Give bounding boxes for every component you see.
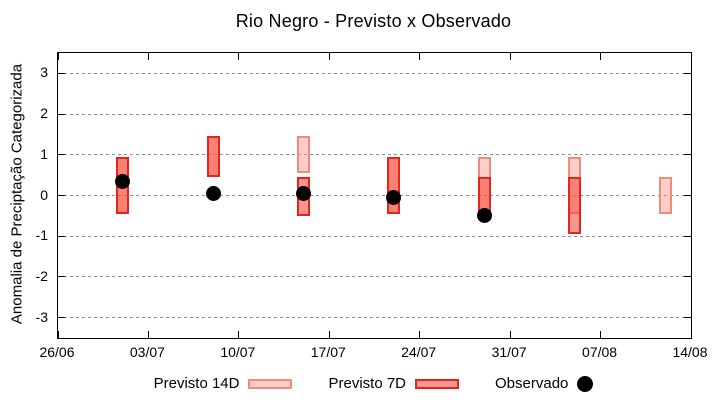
y-tick-label: -3	[35, 308, 48, 325]
x-tick-label: 10/07	[220, 344, 256, 360]
gridline	[58, 317, 691, 319]
x-tick-mark	[600, 53, 602, 60]
previsto-14d-bar	[296, 136, 310, 174]
observado-dot	[386, 190, 402, 206]
legend-item-previsto-7d: Previsto 7D	[328, 375, 460, 392]
x-tick-mark	[690, 53, 692, 60]
observado-dot	[115, 173, 131, 189]
previsto-7d-swatch-icon	[415, 378, 460, 389]
y-tick-mark	[58, 154, 65, 156]
x-tick-label: 07/08	[582, 344, 618, 360]
x-tick-mark	[238, 331, 240, 338]
legend-label-previsto-7d: Previsto 7D	[328, 375, 407, 392]
previsto-14d-bar	[658, 177, 672, 214]
y-tick-mark	[684, 276, 691, 278]
x-tick-label: 17/07	[310, 344, 346, 360]
y-tick-mark	[58, 72, 65, 74]
x-tick-mark	[419, 53, 421, 60]
legend-label-previsto-14d: Previsto 14D	[153, 375, 240, 392]
observado-dot	[295, 185, 311, 201]
x-tick-mark	[238, 53, 240, 60]
x-tick-mark	[147, 53, 149, 60]
previsto-7d-bar	[387, 156, 401, 214]
y-tick-label: -1	[35, 227, 48, 244]
observado-dot-icon	[577, 375, 594, 392]
x-tick-mark	[600, 331, 602, 338]
y-tick-label: 1	[40, 145, 48, 162]
y-tick-mark	[58, 235, 65, 237]
gridline	[58, 113, 691, 115]
y-tick-mark	[684, 154, 691, 156]
y-tick-mark	[684, 72, 691, 74]
y-tick-mark	[58, 317, 65, 319]
x-tick-label: 24/07	[401, 344, 437, 360]
previsto-7d-bar	[568, 177, 582, 235]
x-tick-mark	[147, 331, 149, 338]
y-tick-label: -2	[35, 267, 48, 284]
gridline	[58, 72, 691, 74]
previsto-14d-swatch-icon	[248, 378, 293, 389]
y-tick-mark	[684, 235, 691, 237]
y-tick-mark	[684, 317, 691, 319]
chart-legend: Previsto 14D Previsto 7D Observado	[57, 375, 690, 392]
observado-dot	[476, 208, 492, 224]
x-tick-mark	[328, 53, 330, 60]
y-tick-mark	[58, 195, 65, 196]
y-tick-mark	[58, 276, 65, 278]
x-tick-mark	[57, 331, 59, 338]
x-tick-label: 26/06	[39, 344, 75, 360]
y-tick-mark	[58, 113, 65, 115]
x-tick-label: 03/07	[129, 344, 165, 360]
legend-label-observado: Observado	[495, 375, 569, 392]
y-tick-label: 2	[40, 105, 48, 122]
x-tick-mark	[509, 331, 511, 338]
chart-title: Rio Negro - Previsto x Observado	[235, 11, 512, 31]
gridline	[58, 154, 691, 156]
y-tick-mark	[684, 113, 691, 115]
x-tick-mark	[57, 53, 59, 60]
gridline	[58, 276, 691, 278]
gridline	[58, 235, 691, 237]
y-tick-mark	[684, 195, 691, 196]
x-tick-label: 31/07	[491, 344, 527, 360]
y-tick-label: 3	[40, 64, 48, 81]
y-tick-label: 0	[40, 186, 48, 203]
legend-item-previsto-14d: Previsto 14D	[154, 375, 293, 392]
x-tick-label: 14/08	[672, 344, 708, 360]
plot-area	[57, 52, 692, 339]
x-tick-mark	[509, 53, 511, 60]
previsto-7d-bar	[206, 136, 220, 178]
x-tick-mark	[328, 331, 330, 338]
x-tick-mark	[690, 331, 692, 338]
x-tick-mark	[419, 331, 421, 338]
observado-dot	[205, 185, 221, 201]
legend-item-observado: Observado	[495, 375, 594, 392]
gridline	[58, 195, 691, 196]
